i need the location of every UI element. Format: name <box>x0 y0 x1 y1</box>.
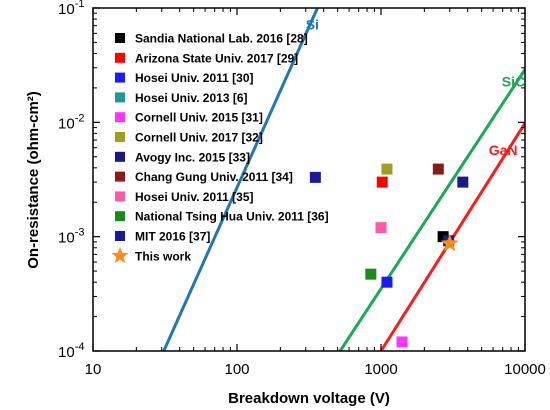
legend-marker <box>115 52 125 63</box>
data-point <box>437 231 449 243</box>
x-tick-label: 10 <box>85 361 102 378</box>
legend-marker <box>115 171 125 182</box>
legend-entry-label: Arizona State Univ. 2017 [29] <box>135 51 298 65</box>
x-tick-label: 10000 <box>504 361 546 378</box>
legend-entry-label: Cornell Univ. 2015 [31] <box>135 111 263 125</box>
x-axis-title: Breakdown voltage (V) <box>228 390 390 407</box>
legend-entry-label: National Tsing Hua Univ. 2011 [36] <box>135 210 329 224</box>
legend: Sandia National Lab. 2016 [28] Arizona St… <box>111 32 329 264</box>
legend-marker <box>115 33 125 43</box>
legend-entry-label: Sandia National Lab. 2016 [28] <box>135 32 308 46</box>
y-tick-base: 10 <box>58 344 75 361</box>
y-tick-exponent: -2 <box>75 112 85 124</box>
gan-line-label: GaN <box>489 142 518 158</box>
legend-entry-label: Avogy Inc. 2015 [33] <box>135 150 250 164</box>
sic-line-label: SiC <box>502 74 525 90</box>
y-tick-label: 10-3 <box>58 227 84 247</box>
data-point <box>365 268 377 280</box>
data-point <box>376 176 388 188</box>
legend-entry-label: Hosei Univ. 2011 [30] <box>135 71 254 85</box>
x-tick-label: 100 <box>224 361 249 378</box>
legend-marker <box>115 191 125 202</box>
y-tick-label: 10-1 <box>58 0 84 18</box>
y-tick-base: 10 <box>58 230 75 247</box>
y-tick-label: 10-4 <box>58 341 84 361</box>
data-point <box>396 336 408 348</box>
y-tick-exponent: -1 <box>75 0 85 10</box>
data-point <box>375 222 387 234</box>
data-point <box>432 163 444 175</box>
si-limit-line <box>162 8 319 351</box>
data-point <box>381 163 393 175</box>
legend-marker <box>115 231 125 241</box>
legend-entry-label: Cornell Univ. 2017 [32] <box>135 131 263 145</box>
legend-marker <box>115 92 125 103</box>
legend-marker <box>115 112 125 123</box>
legend-entry-label: Hosei Univ. 2013 [6] <box>135 91 248 105</box>
y-tick-base: 10 <box>58 1 75 18</box>
x-tick-label: 1000 <box>364 361 397 378</box>
sic-limit-line <box>338 68 525 351</box>
legend-entry-label: This work <box>135 249 191 263</box>
y-tick-base: 10 <box>58 115 75 132</box>
legend-marker <box>115 72 125 83</box>
y-tick-exponent: -3 <box>75 227 85 239</box>
legend-marker <box>115 211 125 222</box>
y-tick-exponent: -4 <box>75 341 85 353</box>
legend-entry-label: MIT 2016 [37] <box>135 230 210 244</box>
plot-frame <box>92 7 526 352</box>
data-point <box>457 176 469 188</box>
y-axis-title: On-resistance (ohm-cm²) <box>25 91 42 269</box>
legend-marker-star <box>111 246 129 264</box>
legend-entry-label: Chang Gung Univ. 2011 [34] <box>135 170 293 184</box>
y-tick-label: 10-2 <box>58 112 84 132</box>
legend-entry-label: Hosei Univ. 2011 [35] <box>135 190 254 204</box>
data-point <box>381 276 393 288</box>
legend-marker <box>115 132 125 142</box>
data-point-star <box>440 234 459 252</box>
legend-marker <box>115 151 125 162</box>
si-line-label: Si <box>306 16 319 32</box>
data-point <box>309 171 321 183</box>
